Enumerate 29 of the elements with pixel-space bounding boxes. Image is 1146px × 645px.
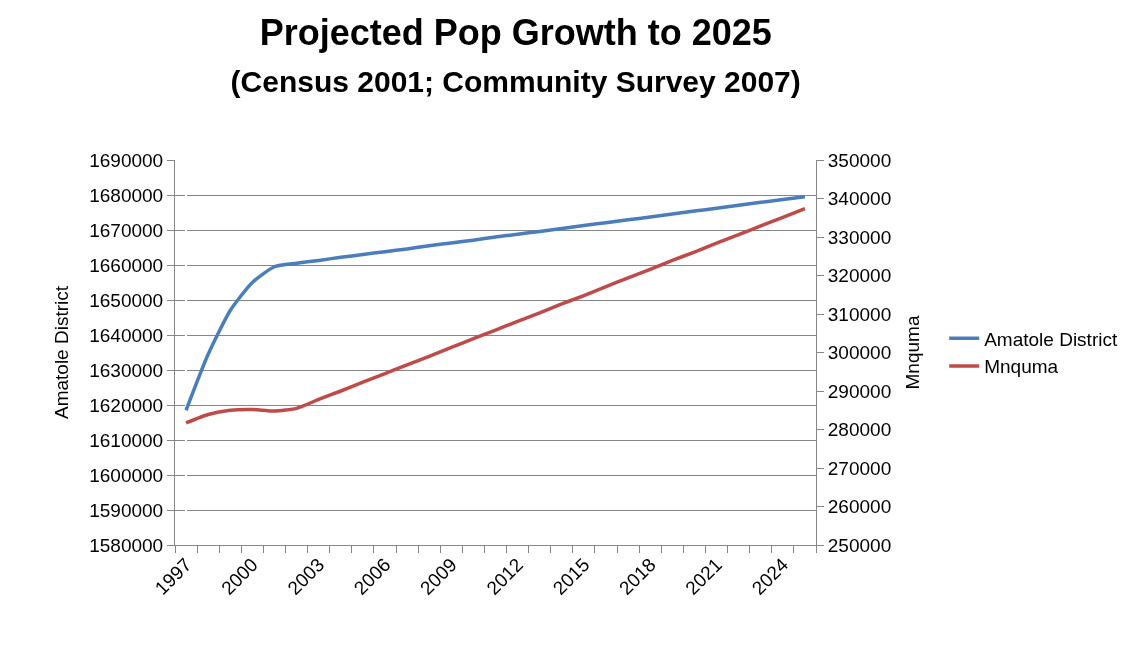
y-tick-label: 1690000 [89, 149, 164, 171]
chart-title: Projected Pop Growth to 2025 [259, 12, 772, 54]
y-tick-label: 1630000 [89, 359, 164, 381]
y-tick-label: 1620000 [89, 394, 164, 416]
y-tick-label: 1600000 [89, 464, 164, 486]
y2-tick-label: 300000 [827, 342, 892, 364]
y-tick-label: 1670000 [89, 219, 164, 241]
y2-tick-label: 330000 [827, 226, 892, 248]
y-axis-title: Amatole District [51, 285, 73, 420]
y2-tick-label: 260000 [827, 496, 892, 518]
y-tick-label: 1680000 [89, 184, 164, 206]
y-tick-label: 1580000 [89, 534, 164, 556]
y2-tick-label: 340000 [827, 188, 892, 210]
y-tick-label: 1650000 [89, 289, 164, 311]
y2-tick-label: 270000 [827, 457, 892, 479]
legend-label: Mnquma [984, 356, 1059, 378]
y-tick-label: 1660000 [89, 254, 164, 276]
y-tick-label: 1640000 [89, 324, 164, 346]
y-tick-label: 1610000 [89, 429, 164, 451]
y-tick-label: 1590000 [89, 499, 164, 521]
y2-tick-label: 290000 [827, 380, 892, 402]
y2-tick-label: 310000 [827, 303, 892, 325]
y2-tick-label: 320000 [827, 265, 892, 287]
y2-tick-label: 280000 [827, 419, 892, 441]
y2-tick-label: 250000 [827, 534, 892, 556]
y2-tick-label: 350000 [827, 149, 892, 171]
legend-label: Amatole District [984, 328, 1118, 350]
chart-subtitle: (Census 2001; Community Survey 2007) [230, 64, 801, 98]
y2-axis-title: Mnquma [902, 315, 924, 390]
